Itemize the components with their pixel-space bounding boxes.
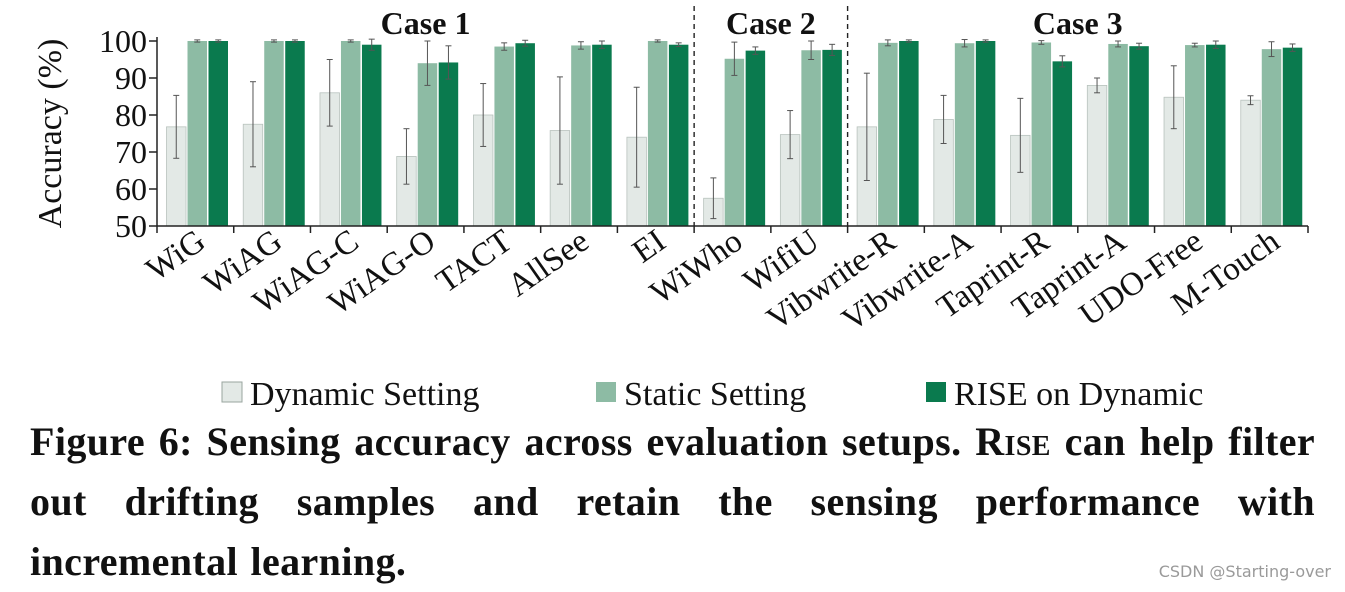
bar-WifiU-rise-on-dynamic [822, 49, 842, 226]
bar-UDO-Free-static-setting [1185, 45, 1205, 226]
bar-Taprint-A-static-setting [1108, 43, 1128, 227]
legend-swatch-rise-on-dynamic [926, 382, 946, 402]
group-title: Case 2 [726, 5, 816, 41]
caption-system-name: Rise [975, 419, 1051, 464]
bar-AllSee-rise-on-dynamic [592, 44, 612, 227]
y-tick-label: 50 [115, 208, 147, 244]
bar-EI-static-setting [647, 41, 668, 226]
bar-WiAG-O-static-setting [417, 63, 438, 227]
bar-Taprint-A-rise-on-dynamic [1129, 46, 1149, 227]
bar-WiAG-C-static-setting [340, 41, 361, 226]
x-tick-label: AllSee [501, 223, 595, 304]
legend-label: Dynamic Setting [250, 376, 479, 412]
bar-TACT-static-setting [494, 46, 514, 226]
legend-swatch-static-setting [596, 382, 616, 402]
bar-M-Touch-static-setting [1261, 49, 1282, 226]
legend-label: Static Setting [624, 376, 806, 412]
bar-Taprint-R-rise-on-dynamic [1052, 61, 1073, 226]
bar-M-Touch-dynamic-setting [1240, 99, 1261, 227]
bar-Vibwrite-R-static-setting [878, 42, 898, 226]
bar-WiWho-static-setting [724, 58, 745, 227]
x-tick-label: TACT [430, 223, 519, 300]
bar-Taprint-R-static-setting [1031, 42, 1052, 227]
bar-Vibwrite-A-static-setting [954, 43, 975, 226]
caption-rest: can help filter out drifting samples and… [30, 419, 1316, 584]
bar-WiAG-static-setting [264, 41, 284, 226]
group-title: Case 3 [1033, 5, 1123, 41]
bar-TACT-rise-on-dynamic [515, 43, 535, 226]
legend-label: RISE on Dynamic [954, 376, 1203, 412]
bar-WiAG-O-rise-on-dynamic [438, 62, 459, 227]
y-tick-label: 100 [99, 23, 147, 59]
caption-lead: Figure 6: Sensing accuracy across evalua… [30, 419, 962, 464]
bar-WifiU-static-setting [801, 50, 821, 226]
csdn-watermark: CSDN @Starting-over [1158, 562, 1331, 581]
y-tick-label: 80 [115, 97, 147, 133]
figure-caption: Figure 6: Sensing accuracy across evalua… [30, 412, 1315, 592]
bar-EI-rise-on-dynamic [668, 44, 689, 227]
bar-WiAG-rise-on-dynamic [285, 41, 305, 226]
x-tick-label: EI [626, 223, 672, 270]
bar-AllSee-static-setting [571, 45, 591, 226]
y-tick-label: 70 [115, 134, 147, 170]
bar-Vibwrite-R-rise-on-dynamic [899, 41, 919, 226]
y-tick-label: 90 [115, 60, 147, 96]
bar-Vibwrite-A-rise-on-dynamic [975, 41, 996, 226]
group-title: Case 1 [381, 5, 471, 41]
bar-Taprint-A-dynamic-setting [1086, 85, 1108, 227]
y-tick-label: 60 [115, 171, 147, 207]
legend-swatch-dynamic-setting [221, 381, 243, 403]
bar-UDO-Free-rise-on-dynamic [1206, 44, 1226, 227]
bar-WiG-rise-on-dynamic [208, 41, 228, 226]
bar-WiG-static-setting [187, 41, 207, 226]
y-axis-title: Accuracy (%) [32, 39, 69, 229]
bar-WiWho-rise-on-dynamic [745, 50, 766, 227]
bar-WiAG-C-rise-on-dynamic [361, 44, 382, 227]
bar-M-Touch-rise-on-dynamic [1282, 47, 1303, 226]
